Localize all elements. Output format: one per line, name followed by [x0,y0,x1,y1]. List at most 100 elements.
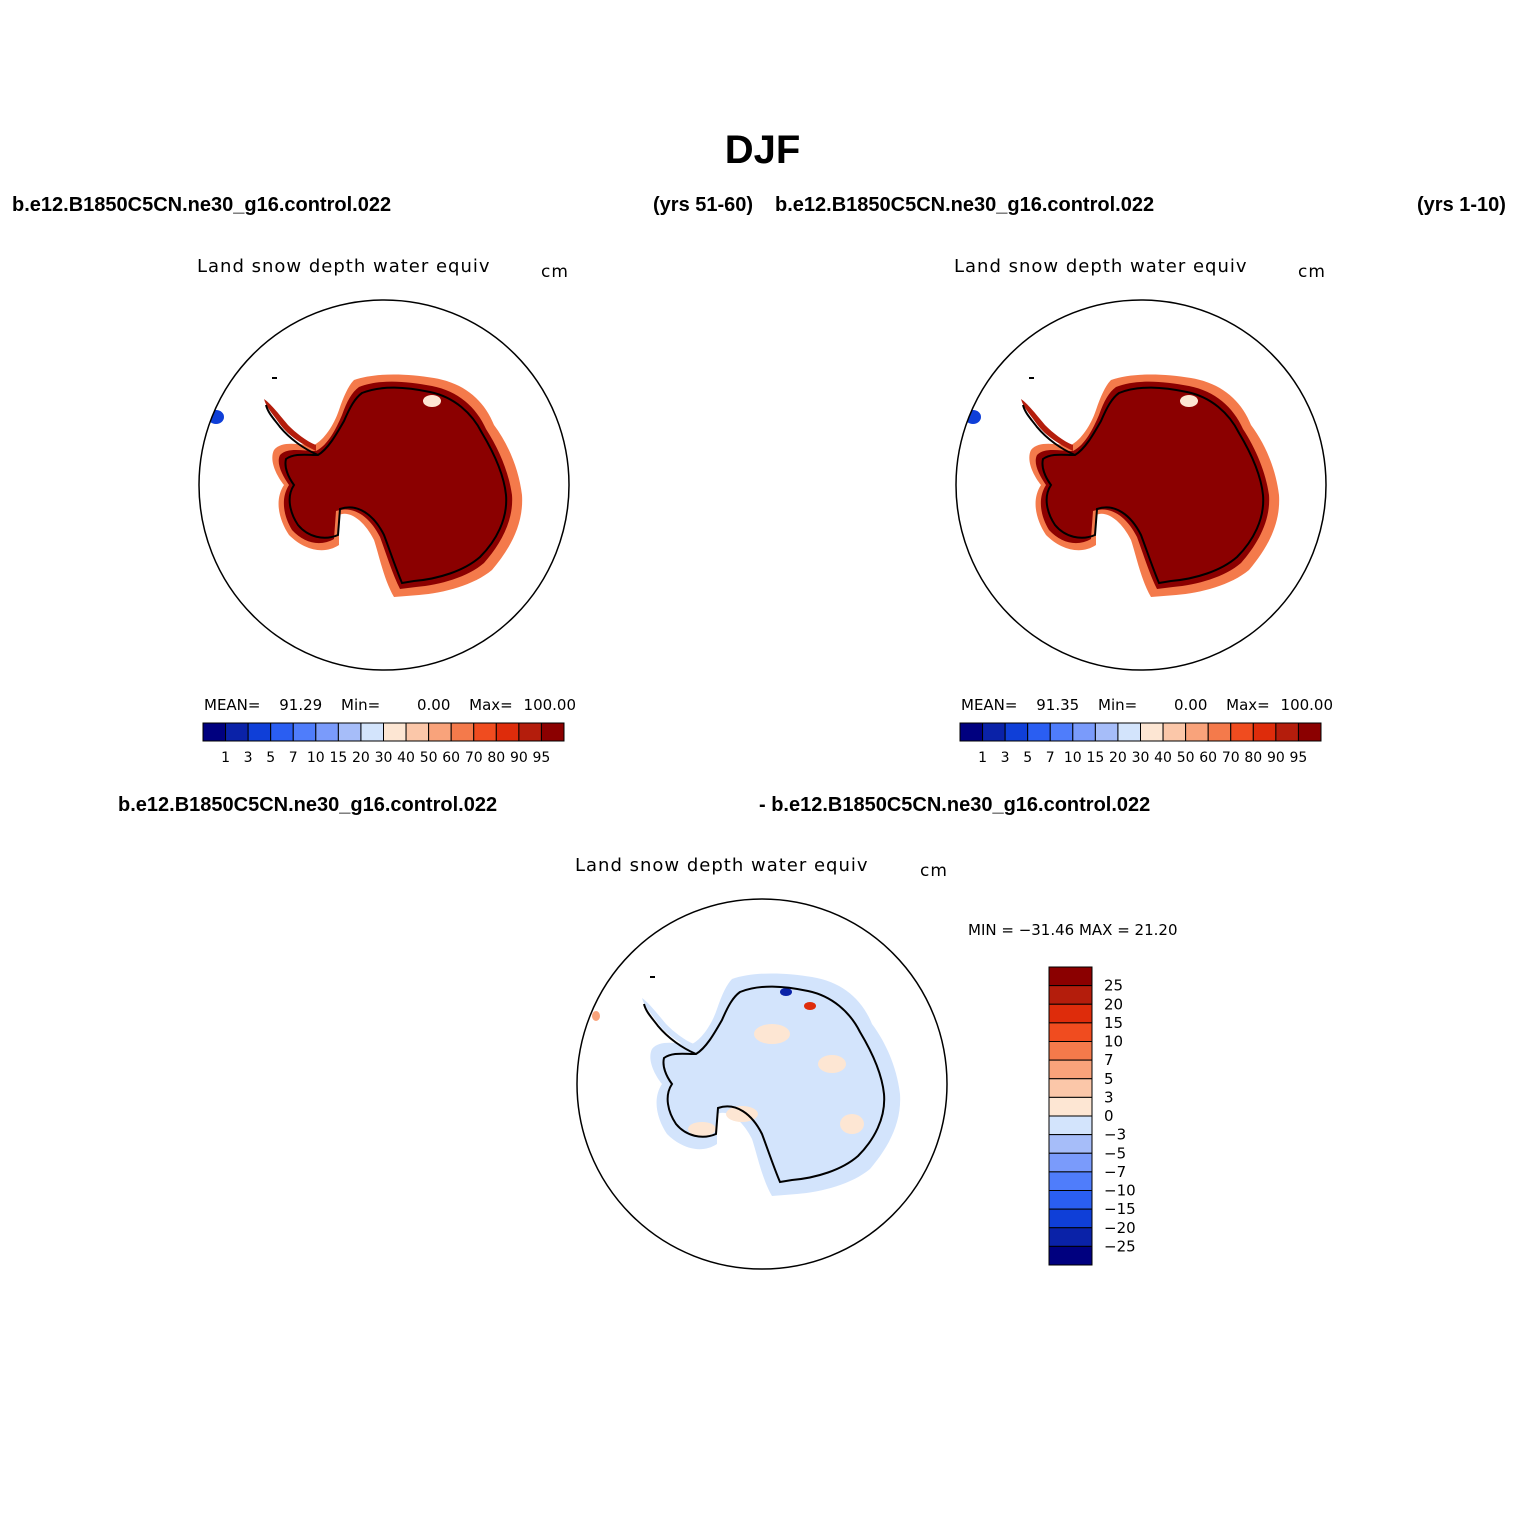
panel2-colorbar-tick-label-3: 7 [1046,750,1055,766]
panel2-colorbar-swatch-1 [982,722,1006,742]
panel1-colorbar-swatch-5 [315,722,339,742]
diff-small-red-blob [592,1011,600,1021]
diff-colorbar-tick-label-4: 7 [1104,1051,1114,1069]
panel1-colorbar-tick-label-1: 3 [244,750,253,766]
panel2-colorbar-tick-label-1: 3 [1001,750,1010,766]
diff-colorbar-swatch-8 [1048,1115,1093,1136]
panel1-island [272,377,277,379]
diff-case-b: - b.e12.B1850C5CN.ne30_g16.control.022 [759,794,1151,816]
diff-colorbar-tick-label-8: −3 [1104,1126,1126,1144]
panel2-plot-title: Land snow depth water equiv [954,256,1248,277]
panel2-colorbar-swatch-11 [1207,722,1232,742]
panel2-units: cm [1298,262,1326,282]
panel2-colorbar-swatch-13 [1252,722,1277,742]
panel2-map-boundary [955,299,1327,671]
diff-colorbar-swatch-14 [1048,1227,1093,1247]
panel1-colorbar-swatch-1 [225,722,249,742]
panel1-peninsula [264,399,316,451]
panel1-colorbar-tick-label-5: 15 [329,750,347,766]
panel1-bright-patch [423,395,441,407]
diff-case-a: b.e12.B1850C5CN.ne30_g16.control.022 [118,794,498,816]
panel1-colorbar-swatch-13 [495,722,520,742]
diff-colorbar-tick-label-5: 5 [1104,1070,1114,1088]
panel2-years: (yrs 1-10) [1417,194,1506,216]
panel1-colorbar-swatch-7 [360,722,384,742]
diff-colorbar-tick-label-11: −10 [1104,1182,1136,1200]
panel1-colorbar-tick-label-11: 70 [465,750,483,766]
panel1-map [198,299,570,671]
panel1-colorbar-tick-label-9: 50 [420,750,438,766]
diff-colorbar-swatch-13 [1048,1208,1093,1229]
panel2-colorbar-swatch-0 [959,722,984,742]
panel2-stats: MEAN= 91.35 Min= 0.00 Max= 100.00 [961,696,1333,714]
panel1-stats: MEAN= 91.29 Min= 0.00 Max= 100.00 [204,696,576,714]
panel2-case-name: b.e12.B1850C5CN.ne30_g16.control.022 [775,194,1155,216]
diff-colorbar-swatch-7 [1048,1096,1093,1117]
panel2-colorbar: 1 3 5 7 10 15 20 30 40 50 60 70 80 90 95 [959,722,1322,766]
panel2-colorbar-swatch-2 [1004,722,1029,742]
panel2-colorbar-tick-label-13: 90 [1267,750,1285,766]
panel2-ice-sheet [1035,381,1270,589]
panel2-coastline [1041,386,1265,585]
panel2-colorbar-swatch-10 [1185,722,1209,742]
panel1-colorbar-swatch-6 [337,722,362,742]
panel2-colorbar-tick-label-4: 10 [1064,750,1082,766]
diff-colorbar-tick-label-6: 3 [1104,1088,1114,1106]
panel2-colorbar-swatch-4 [1049,722,1074,742]
diff-units: cm [920,861,948,881]
panel1-colorbar-swatch-10 [428,722,452,742]
panel1-max-value: 100.00 [523,696,577,714]
panel2-colorbar-tick-label-14: 95 [1290,750,1308,766]
diff-map-boundary [576,898,948,1270]
panel2-colorbar-tick-label-9: 50 [1177,750,1195,766]
panel1-case-name: b.e12.B1850C5CN.ne30_g16.control.022 [12,194,392,216]
panel1-mean-label: MEAN= [204,696,261,714]
panel2-colorbar-tick-label-2: 5 [1023,750,1032,766]
panel2-colorbar-swatch-15 [1297,722,1322,742]
panel1-map-boundary [198,299,570,671]
panel1-colorbar-tick-label-3: 7 [289,750,298,766]
panel2-colorbar-swatch-9 [1162,722,1187,742]
panel2-max-value: 100.00 [1280,696,1334,714]
figure-title: DJF [724,128,801,172]
panel1-colorbar-swatch-9 [405,722,430,742]
panel1-colorbar-tick-label-2: 5 [266,750,275,766]
diff-colorbar-swatch-2 [1048,1003,1093,1024]
panel2-max-label: Max= [1226,696,1270,714]
panel1-coast-fringe [272,374,523,597]
diff-colorbar-tick-label-13: −20 [1104,1219,1136,1237]
panel1-min-label: Min= [341,696,381,714]
panel1-colorbar-tick-label-7: 30 [375,750,393,766]
diff-colorbar-tick-label-14: −25 [1104,1237,1136,1255]
panel1-colorbar-tick-label-12: 80 [487,750,505,766]
panel2-map [955,299,1327,671]
panel1-mean-value: 91.29 [279,696,323,714]
diff-colorbar-tick-label-0: 25 [1104,977,1123,995]
panel1-colorbar-tick-label-14: 95 [533,750,551,766]
panel2-coast-fringe [1029,374,1280,597]
diff-colorbar-swatch-4 [1048,1041,1093,1061]
diff-colorbar-swatch-1 [1048,985,1093,1005]
panel1-colorbar-tick-label-8: 40 [397,750,415,766]
diff-colorbar-swatch-5 [1048,1059,1093,1080]
panel1-min-value: 0.00 [416,696,451,714]
diff-field-fringe [650,973,901,1196]
panel2-peninsula-coast [1022,404,1076,456]
panel1-colorbar: 1 3 5 7 10 15 20 30 40 50 60 70 80 90 95 [202,722,565,766]
panel1-colorbar-swatch-12 [473,722,497,742]
diff-plot-title: Land snow depth water equiv [575,855,869,876]
panel2-colorbar-swatch-14 [1275,722,1299,742]
diff-colorbar-swatch-10 [1048,1152,1093,1173]
diff-colorbar-tick-label-1: 20 [1104,995,1123,1013]
panel2-colorbar-swatch-5 [1072,722,1096,742]
panel1-colorbar-swatch-15 [540,722,565,742]
panel2-min-value: 0.00 [1173,696,1208,714]
panel2-colorbar-tick-label-10: 60 [1199,750,1217,766]
panel1-years: (yrs 51-60) [653,194,754,216]
panel2-colorbar-tick-label-11: 70 [1222,750,1240,766]
panel1-colorbar-tick-label-0: 1 [221,750,230,766]
panel2-min-label: Min= [1098,696,1138,714]
panel2-bright-patch [1180,395,1198,407]
